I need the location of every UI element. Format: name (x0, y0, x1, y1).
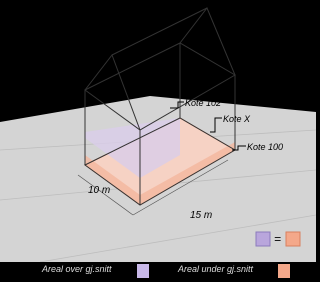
label-length: 15 m (190, 210, 212, 221)
page: Kote 102 Kote X Kote 100 10 m 15 m = Are… (0, 0, 316, 282)
swatch-under (286, 232, 300, 246)
label-kote-x: Kote X (223, 114, 251, 124)
label-equals: = (274, 232, 281, 246)
diagram: Kote 102 Kote X Kote 100 10 m 15 m = Are… (0, 0, 316, 282)
swatch-over (256, 232, 270, 246)
legend-text: Areal over gj.snitt (41, 264, 112, 274)
label-kote-102: Kote 102 (185, 98, 221, 108)
legend-swatch-over (137, 264, 149, 278)
legend-text: Areal under gj.snitt (177, 264, 254, 274)
label-width: 10 m (88, 185, 110, 196)
label-kote-100: Kote 100 (247, 142, 283, 152)
legend-swatch-under (278, 264, 290, 278)
